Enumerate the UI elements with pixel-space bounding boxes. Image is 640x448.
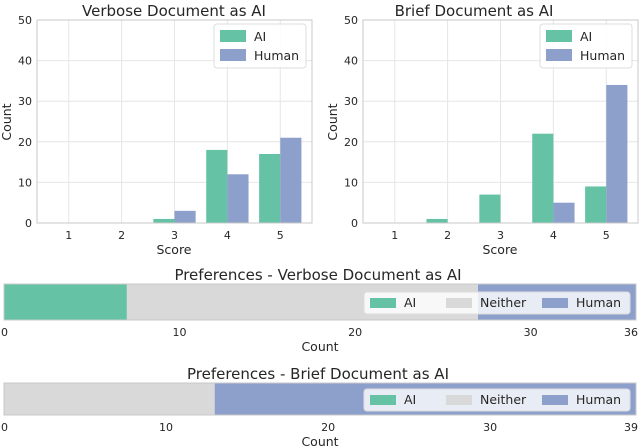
y-tick-label: 0 [25, 217, 32, 230]
legend-swatch-neither [446, 298, 472, 308]
x-tick-label: 4 [224, 229, 231, 242]
y-axis-label: Count [325, 103, 340, 140]
legend-swatch-ai [370, 298, 396, 308]
segment-ai [4, 284, 127, 320]
bar-human-score-4 [553, 202, 575, 223]
legend-label-ai: AI [404, 392, 416, 407]
plot-frame [3, 283, 637, 321]
legend-label-neither: Neither [480, 392, 527, 407]
y-tick-label: 20 [18, 136, 32, 149]
brief-score-chart: Brief Document as AI 0 10 20 30 40 50 1 2 3 4 5 Sc… [325, 2, 639, 257]
x-tick-label: 20 [348, 326, 362, 339]
segment-neither [4, 383, 215, 415]
y-tick-label: 50 [344, 14, 358, 27]
x-tick-label: 36 [624, 326, 638, 339]
x-tick-label: 5 [603, 229, 610, 242]
bar-ai-score-3 [153, 218, 175, 223]
legend-swatch-human [542, 395, 568, 405]
y-tick-label: 40 [18, 55, 32, 68]
x-tick-label: 10 [159, 421, 173, 434]
x-axis-label: Score [482, 242, 517, 257]
y-tick-label: 0 [351, 217, 358, 230]
y-tick-label: 50 [18, 14, 32, 27]
chart-title: Brief Document as AI [395, 2, 554, 20]
legend-swatch-ai [370, 395, 396, 405]
legend-label-human: Human [576, 392, 621, 407]
x-tick-label: 5 [277, 229, 284, 242]
legend-label-ai: AI [580, 29, 592, 44]
legend-label-ai: AI [404, 295, 416, 310]
bar-human-score-5 [606, 84, 628, 224]
x-tick-label: 1 [65, 229, 72, 242]
legend-swatch-human [546, 49, 572, 61]
bar-ai-score-3 [479, 194, 501, 223]
y-tick-label: 10 [344, 176, 358, 189]
x-tick-label: 10 [173, 326, 187, 339]
plot-frame [36, 19, 313, 224]
legend-swatch-neither [446, 395, 472, 405]
chart-title: Preferences - Verbose Document as AI [174, 266, 461, 284]
bar-human-score-4 [227, 174, 249, 223]
legend: AI Neither Human [363, 291, 631, 315]
x-tick-label: 4 [550, 229, 557, 242]
plot-frame [3, 382, 637, 416]
y-tick-label: 30 [18, 95, 32, 108]
legend: AI Human [213, 23, 307, 69]
x-tick-label: 2 [444, 229, 451, 242]
x-tick-label: 3 [497, 229, 504, 242]
y-tick-label: 30 [344, 95, 358, 108]
legend-label-human: Human [576, 295, 621, 310]
legend-label-ai: AI [254, 29, 266, 44]
legend-label-neither: Neither [480, 295, 527, 310]
verbose-preferences-chart: Preferences - Verbose Document as AI 0 10… [1, 266, 638, 354]
x-tick-label: 30 [483, 421, 497, 434]
x-tick-label: 3 [171, 229, 178, 242]
x-tick-label: 30 [524, 326, 538, 339]
legend-label-human: Human [254, 48, 299, 63]
legend-swatch-ai [546, 30, 572, 42]
x-axis-label: Count [301, 339, 338, 354]
bar-human-score-3 [174, 210, 196, 223]
x-tick-label: 0 [1, 421, 8, 434]
bar-ai-score-5 [259, 153, 281, 223]
legend-box [363, 388, 631, 412]
legend: AI Neither Human [363, 388, 631, 412]
bar-ai-score-4 [206, 149, 228, 223]
legend-swatch-human [220, 49, 246, 61]
chart-title: Verbose Document as AI [82, 2, 266, 20]
y-tick-label: 40 [344, 55, 358, 68]
bar-ai-score-5 [585, 186, 607, 223]
chart-title: Preferences - Brief Document as AI [187, 365, 449, 383]
legend: AI Human [539, 23, 633, 69]
x-tick-label: 0 [1, 326, 8, 339]
legend-swatch-human [542, 298, 568, 308]
x-tick-label: 20 [321, 421, 335, 434]
x-axis-label: Score [156, 242, 191, 257]
x-tick-label: 1 [391, 229, 398, 242]
legend-box [363, 291, 631, 315]
legend-label-human: Human [580, 48, 625, 63]
x-tick-label: 2 [118, 229, 125, 242]
y-tick-label: 20 [344, 136, 358, 149]
x-tick-label: 39 [624, 421, 638, 434]
bar-ai-score-4 [532, 133, 554, 223]
bar-human-score-5 [280, 137, 302, 223]
plot-frame [362, 19, 639, 224]
legend-swatch-ai [220, 30, 246, 42]
y-axis-label: Count [0, 103, 14, 140]
x-axis-label: Count [301, 434, 338, 448]
bar-ai-score-2 [426, 218, 448, 223]
y-tick-label: 10 [18, 176, 32, 189]
brief-preferences-chart: Preferences - Brief Document as AI 0 10 20… [1, 365, 638, 448]
